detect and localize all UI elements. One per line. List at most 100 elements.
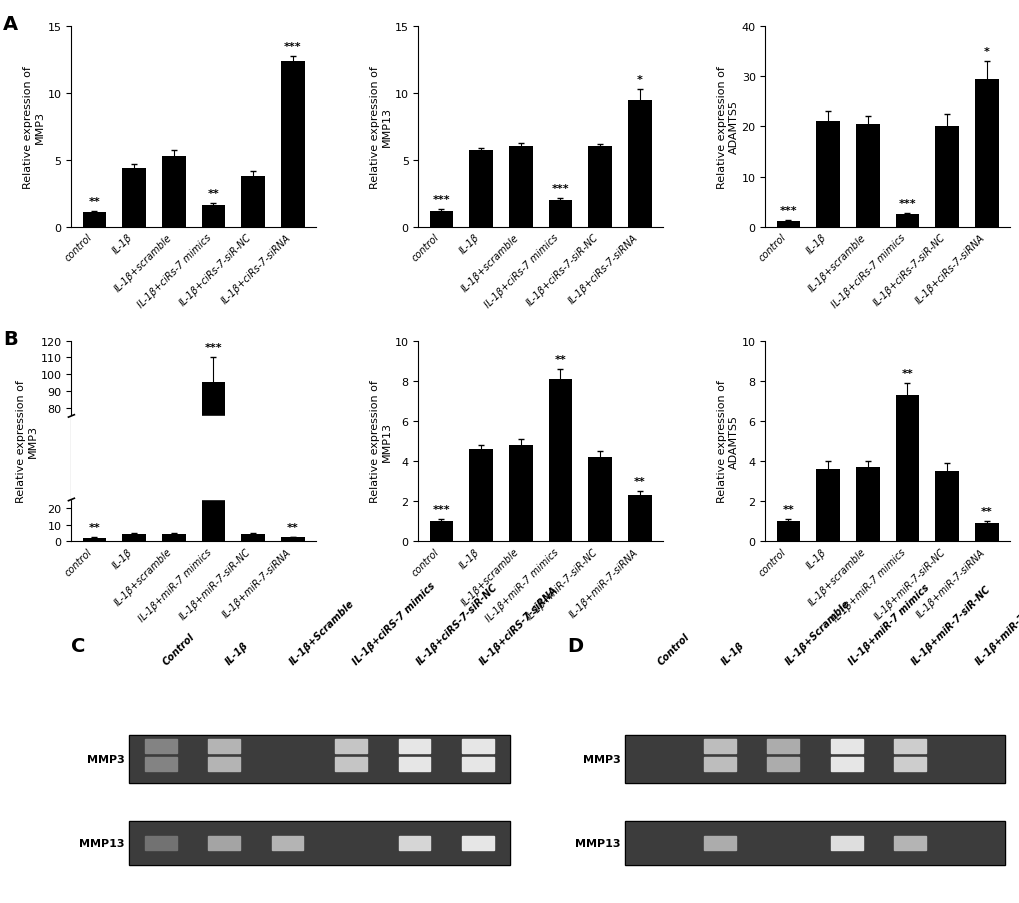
Bar: [830, 758, 862, 771]
Bar: [398, 836, 430, 851]
Bar: [894, 836, 925, 851]
Bar: [83, 538, 106, 542]
Bar: [145, 836, 176, 851]
Bar: [628, 100, 651, 228]
Text: *: *: [983, 47, 988, 57]
Text: **: **: [89, 523, 100, 533]
Bar: [128, 821, 510, 865]
Text: B: B: [3, 330, 17, 349]
Bar: [703, 836, 735, 851]
Bar: [628, 496, 651, 542]
Text: **: **: [89, 197, 100, 207]
Y-axis label: Relative expression of
ADAMTS5: Relative expression of ADAMTS5: [716, 66, 738, 189]
Bar: [588, 147, 611, 228]
Text: **: **: [207, 189, 219, 199]
Bar: [469, 152, 492, 228]
Bar: [894, 740, 925, 753]
Bar: [894, 758, 925, 771]
Bar: [280, 537, 305, 542]
Bar: [895, 215, 918, 228]
Bar: [830, 836, 862, 851]
Bar: [208, 740, 239, 753]
Bar: [815, 470, 840, 542]
Bar: [855, 468, 878, 542]
Bar: [766, 740, 799, 753]
Bar: [775, 221, 800, 228]
Bar: [974, 79, 998, 228]
Bar: [202, 206, 225, 228]
Bar: [624, 735, 1005, 783]
Bar: [895, 396, 918, 542]
Text: MMP3: MMP3: [582, 754, 620, 764]
Bar: [71, 416, 328, 500]
Text: Control: Control: [161, 631, 196, 666]
Bar: [429, 522, 452, 542]
Bar: [462, 836, 493, 851]
Text: IL-1β: IL-1β: [719, 640, 746, 666]
Text: *: *: [636, 75, 642, 85]
Bar: [815, 122, 840, 228]
Text: MMP13: MMP13: [78, 838, 124, 848]
Text: A: A: [3, 15, 18, 34]
Bar: [830, 740, 862, 753]
Bar: [335, 740, 367, 753]
Bar: [208, 758, 239, 771]
Text: **: **: [554, 354, 566, 364]
Text: ***: ***: [283, 42, 302, 51]
Bar: [508, 147, 532, 228]
Text: IL-1β+ciRS-7-siR-NC: IL-1β+ciRS-7-siR-NC: [414, 582, 499, 666]
Text: ***: ***: [551, 183, 569, 194]
Bar: [624, 821, 1005, 865]
Text: IL-1β+Scramble: IL-1β+Scramble: [783, 598, 851, 666]
Text: D: D: [567, 637, 583, 656]
Text: ***: ***: [898, 199, 915, 209]
Bar: [766, 758, 799, 771]
Bar: [703, 758, 735, 771]
Bar: [974, 524, 998, 542]
Text: **: **: [782, 505, 794, 515]
Bar: [280, 61, 305, 228]
Bar: [83, 213, 106, 228]
Text: ***: ***: [432, 195, 449, 205]
Text: **: **: [633, 477, 645, 487]
Bar: [548, 379, 572, 542]
Bar: [775, 522, 800, 542]
Text: IL-1β+ciRS-7 mimics: IL-1β+ciRS-7 mimics: [351, 581, 437, 666]
Text: ***: ***: [779, 206, 797, 216]
Bar: [145, 758, 176, 771]
Bar: [128, 821, 510, 865]
Text: IL-1β+miR-7-siRNA: IL-1β+miR-7-siRNA: [973, 586, 1019, 666]
Y-axis label: Relative expression of
MMP3: Relative expression of MMP3: [16, 380, 38, 503]
Y-axis label: Relative expression of
ADAMTS5: Relative expression of ADAMTS5: [716, 380, 738, 503]
Text: IL-1β: IL-1β: [224, 640, 251, 666]
Y-axis label: Relative expression of
MMP3: Relative expression of MMP3: [23, 66, 45, 189]
Bar: [398, 740, 430, 753]
Bar: [335, 758, 367, 771]
Bar: [122, 169, 146, 228]
Text: ***: ***: [205, 343, 222, 353]
Bar: [128, 735, 510, 783]
Bar: [240, 177, 265, 228]
Bar: [855, 125, 878, 228]
Bar: [202, 383, 225, 542]
Text: IL-1β+miR-7 mimics: IL-1β+miR-7 mimics: [846, 582, 930, 666]
Text: Control: Control: [656, 631, 691, 666]
Text: IL-1β+ciRS-7-siRNA: IL-1β+ciRS-7-siRNA: [478, 584, 559, 666]
Bar: [122, 535, 146, 542]
Text: C: C: [71, 637, 86, 656]
Text: ***: ***: [432, 505, 449, 515]
Bar: [240, 535, 265, 542]
Bar: [162, 535, 185, 542]
Text: **: **: [901, 368, 912, 378]
Text: **: **: [286, 522, 299, 532]
Bar: [398, 758, 430, 771]
Text: MMP3: MMP3: [87, 754, 124, 764]
Bar: [548, 200, 572, 228]
Bar: [703, 740, 735, 753]
Bar: [145, 740, 176, 753]
Text: **: **: [980, 507, 991, 517]
Bar: [462, 758, 493, 771]
Text: IL-1β+miR-7-siR-NC: IL-1β+miR-7-siR-NC: [909, 583, 993, 666]
Bar: [208, 836, 239, 851]
Bar: [934, 471, 958, 542]
